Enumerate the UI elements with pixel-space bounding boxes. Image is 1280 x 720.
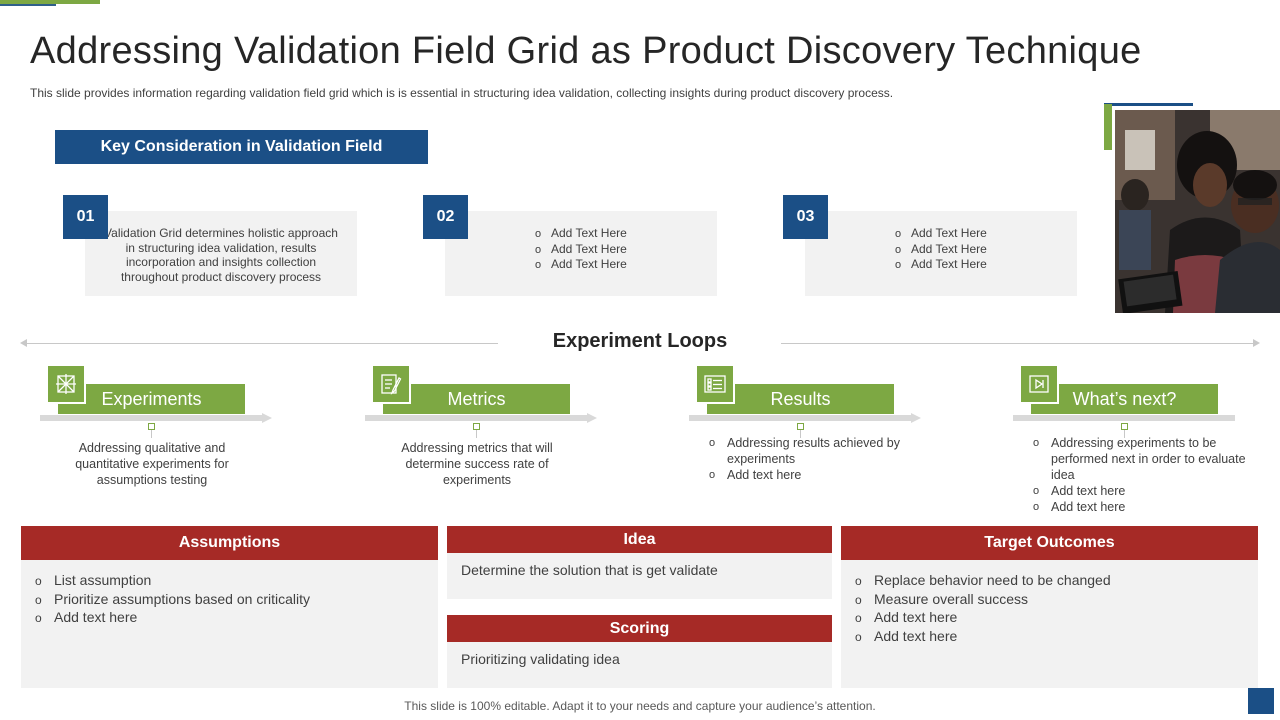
assumptions-list: List assumption Prioritize assumptions b…: [35, 572, 310, 628]
consideration-card-1: Validation Grid determines holistic appr…: [85, 211, 357, 296]
loop-experiments: Experiments Addressing qualitative and q…: [40, 363, 290, 523]
list-item: Add Text Here: [535, 226, 627, 242]
footer-note: This slide is 100% editable. Adapt it to…: [404, 699, 876, 713]
consideration-number-3: 03: [783, 195, 828, 239]
loop-connector: [797, 423, 804, 430]
list-item: Add Text Here: [895, 226, 987, 242]
list-item-text: Addressing experiments to be performed n…: [1051, 436, 1246, 482]
list-item: List assumption: [35, 572, 310, 591]
loops-divider-left: [22, 343, 498, 344]
consideration-number-1: 01: [63, 195, 108, 239]
loop-results: Results Addressing results achieved by e…: [689, 363, 939, 523]
photo-accent-bar: [1104, 104, 1112, 150]
idea-header: Idea: [447, 526, 832, 553]
target-outcomes-list: Replace behavior need to be changed Meas…: [855, 572, 1111, 646]
loop-connector-line: [476, 430, 477, 438]
loop-description: Addressing qualitative and quantitative …: [75, 441, 229, 487]
list-item: Add text here: [709, 467, 939, 483]
loop-label: Results: [707, 384, 894, 414]
scoring-text: Prioritizing validating idea: [461, 651, 620, 667]
arrow-left-icon: [20, 339, 27, 347]
corner-accent: [1248, 688, 1274, 714]
team-photo-illustration: [1115, 110, 1280, 313]
loop-list: Addressing experiments to be performed n…: [1033, 435, 1263, 515]
consideration-card-2-list: Add Text Here Add Text Here Add Text Her…: [535, 226, 627, 273]
assumptions-header: Assumptions: [21, 526, 438, 560]
loop-arrow-bar: [365, 413, 597, 423]
loop-list: Addressing results achieved by experimen…: [709, 435, 939, 483]
loop-whats-next: What’s next? Addressing experiments to b…: [1013, 363, 1263, 523]
loop-connector-line: [1124, 430, 1125, 438]
loop-metrics: Metrics Addressing metrics that will det…: [365, 363, 615, 523]
target-outcomes-header: Target Outcomes: [841, 526, 1258, 560]
list-item: Add text here: [855, 628, 1111, 647]
loop-label: Experiments: [58, 384, 245, 414]
play-next-icon: [1019, 364, 1059, 404]
key-consideration-header: Key Consideration in Validation Field: [55, 130, 428, 164]
list-item: Add Text Here: [895, 257, 987, 273]
loop-connector-line: [800, 430, 801, 438]
list-item: Prioritize assumptions based on critical…: [35, 591, 310, 610]
consideration-card-1-text: Validation Grid determines holistic appr…: [104, 226, 338, 284]
loop-connector-line: [151, 430, 152, 438]
list-item: Replace behavior need to be changed: [855, 572, 1111, 591]
consideration-card-3-list: Add Text Here Add Text Here Add Text Her…: [895, 226, 987, 273]
loop-connector: [148, 423, 155, 430]
list-item: Measure overall success: [855, 591, 1111, 610]
list-item: Addressing experiments to be performed n…: [1033, 435, 1263, 483]
scoring-header: Scoring: [447, 615, 832, 642]
loop-arrow-bar: [689, 413, 921, 423]
list-item: Add text here: [35, 609, 310, 628]
loop-arrow-bar: [1013, 415, 1235, 421]
idea-panel: Determine the solution that is get valid…: [447, 553, 832, 599]
list-item-text: Add text here: [1051, 500, 1126, 514]
target-outcomes-panel: Replace behavior need to be changed Meas…: [841, 560, 1258, 688]
top-accent-line: [0, 4, 56, 6]
loops-divider-right: [781, 343, 1258, 344]
idea-text: Determine the solution that is get valid…: [461, 562, 718, 578]
page-subtitle: This slide provides information regardin…: [30, 86, 894, 100]
experiment-loops-title: Experiment Loops: [552, 330, 728, 352]
list-item: Add text here: [855, 609, 1111, 628]
list-item-text: Add text here: [727, 468, 802, 482]
consideration-card-3: Add Text Here Add Text Here Add Text Her…: [805, 211, 1077, 296]
loop-label: What’s next?: [1031, 384, 1218, 414]
page-title: Addressing Validation Field Grid as Prod…: [30, 30, 1142, 72]
consideration-card-2: Add Text Here Add Text Here Add Text Her…: [445, 211, 717, 296]
loop-connector: [1121, 423, 1128, 430]
list-document-icon: [695, 364, 735, 404]
assumptions-panel: List assumption Prioritize assumptions b…: [21, 560, 438, 688]
list-item-text: Add text here: [1051, 484, 1126, 498]
scoring-panel: Prioritizing validating idea: [447, 642, 832, 688]
consideration-number-2: 02: [423, 195, 468, 239]
list-item: Add Text Here: [895, 242, 987, 258]
photo-accent-line: [1104, 103, 1193, 106]
list-item: Add text here: [1033, 483, 1263, 499]
checklist-pen-icon: [371, 364, 411, 404]
loop-description: Addressing metrics that will determine s…: [401, 441, 553, 487]
team-photo: [1115, 110, 1280, 313]
grid-network-icon: [46, 364, 86, 404]
loop-connector: [473, 423, 480, 430]
loop-arrow-bar: [40, 413, 272, 423]
list-item: Addressing results achieved by experimen…: [709, 435, 939, 467]
list-item-text: Addressing results achieved by experimen…: [727, 436, 901, 466]
list-item: Add Text Here: [535, 242, 627, 258]
arrow-right-icon: [1253, 339, 1260, 347]
list-item: Add Text Here: [535, 257, 627, 273]
top-accent-bar: [0, 0, 100, 4]
list-item: Add text here: [1033, 499, 1263, 515]
loop-label: Metrics: [383, 384, 570, 414]
